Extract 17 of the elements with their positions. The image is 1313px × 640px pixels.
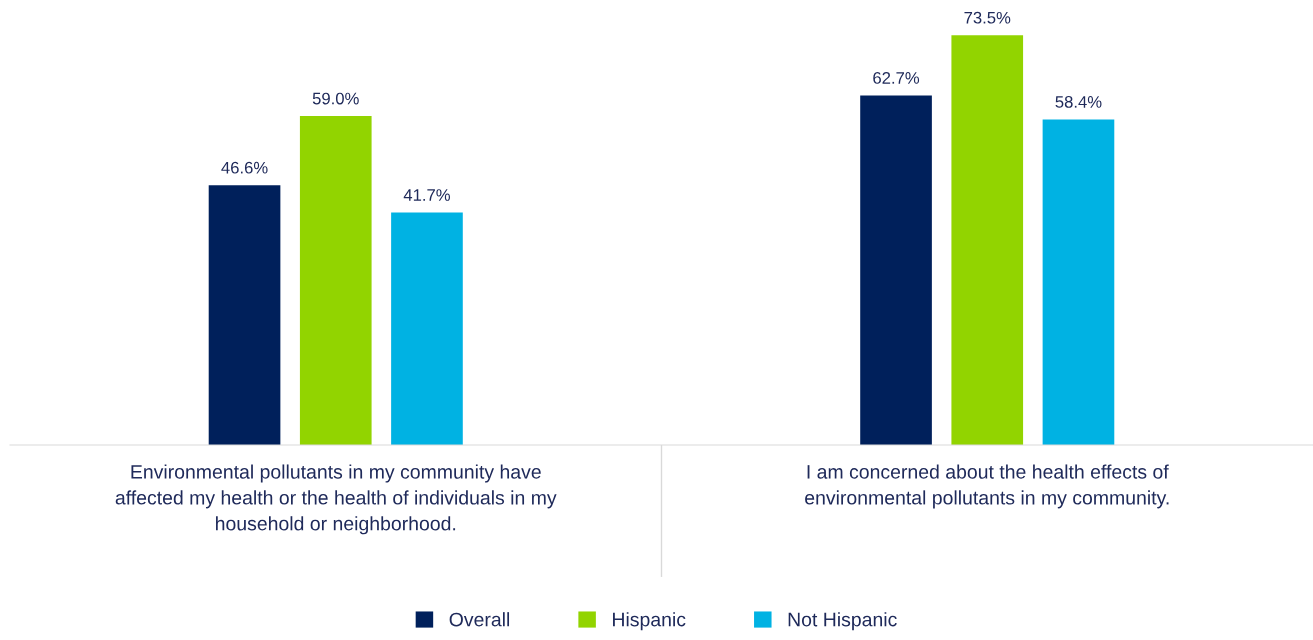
data-label: 59.0%	[312, 92, 359, 105]
bar	[299, 116, 372, 445]
legend-label: Hispanic	[613, 612, 686, 631]
data-label: 62.7%	[873, 72, 920, 84]
legend-label: Overall	[449, 612, 510, 627]
x-tick-label: Environmental pollutants in my community have affected my health or the health of individuals in my household or neighborhood.	[115, 464, 557, 535]
legend-label: Not Hispanic	[788, 612, 897, 631]
data-label: 41.7%	[403, 189, 450, 201]
bar	[860, 95, 932, 445]
bar	[391, 212, 463, 445]
bar	[208, 185, 281, 445]
x-tick-label: I am concerned about the health effects of environmental pollutants in my community.	[805, 464, 1169, 509]
bar	[1042, 119, 1115, 445]
data-label: 73.5%	[964, 11, 1011, 24]
data-label: 46.6%	[221, 161, 268, 174]
bar	[951, 35, 1024, 445]
data-label: 58.4%	[1055, 95, 1102, 108]
